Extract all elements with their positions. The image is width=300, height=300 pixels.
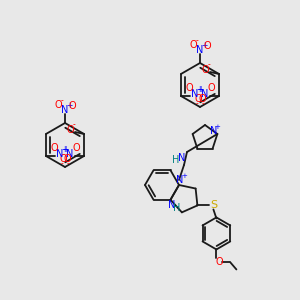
Text: N: N bbox=[178, 153, 186, 163]
Text: O: O bbox=[54, 100, 62, 110]
Text: O: O bbox=[59, 154, 67, 164]
Text: H: H bbox=[173, 203, 180, 213]
Text: N: N bbox=[56, 149, 64, 159]
Text: N: N bbox=[66, 149, 74, 159]
Text: +: + bbox=[197, 85, 203, 94]
Text: -: - bbox=[61, 97, 63, 106]
Text: O: O bbox=[66, 125, 74, 135]
Text: +: + bbox=[201, 41, 207, 50]
Text: -: - bbox=[208, 61, 210, 70]
Text: O: O bbox=[50, 143, 58, 153]
Text: O: O bbox=[189, 40, 197, 50]
Text: N: N bbox=[210, 126, 217, 136]
Text: -: - bbox=[196, 100, 198, 109]
Text: O: O bbox=[185, 83, 193, 93]
Text: +: + bbox=[66, 101, 72, 110]
Text: N: N bbox=[61, 105, 69, 115]
Text: O: O bbox=[63, 154, 71, 164]
Text: O: O bbox=[216, 257, 223, 267]
Text: O: O bbox=[207, 83, 215, 93]
Text: +: + bbox=[61, 146, 67, 154]
Text: -: - bbox=[202, 100, 204, 109]
Text: N: N bbox=[191, 89, 199, 99]
Text: +: + bbox=[196, 85, 202, 94]
Text: O: O bbox=[72, 143, 80, 153]
Text: -: - bbox=[196, 37, 198, 46]
Text: -: - bbox=[67, 160, 69, 169]
Text: O: O bbox=[198, 94, 206, 104]
Text: N: N bbox=[176, 175, 184, 185]
Text: +: + bbox=[181, 173, 187, 179]
Text: O: O bbox=[201, 65, 209, 75]
Text: +: + bbox=[214, 124, 220, 130]
Text: +: + bbox=[62, 146, 68, 154]
Text: O: O bbox=[194, 94, 202, 104]
Text: N: N bbox=[168, 200, 175, 210]
Text: S: S bbox=[210, 200, 217, 210]
Text: O: O bbox=[68, 101, 76, 111]
Text: N: N bbox=[201, 89, 209, 99]
Text: O: O bbox=[203, 41, 211, 51]
Text: -: - bbox=[73, 121, 75, 130]
Text: H: H bbox=[172, 155, 180, 165]
Text: -: - bbox=[61, 160, 63, 169]
Text: N: N bbox=[196, 45, 204, 55]
